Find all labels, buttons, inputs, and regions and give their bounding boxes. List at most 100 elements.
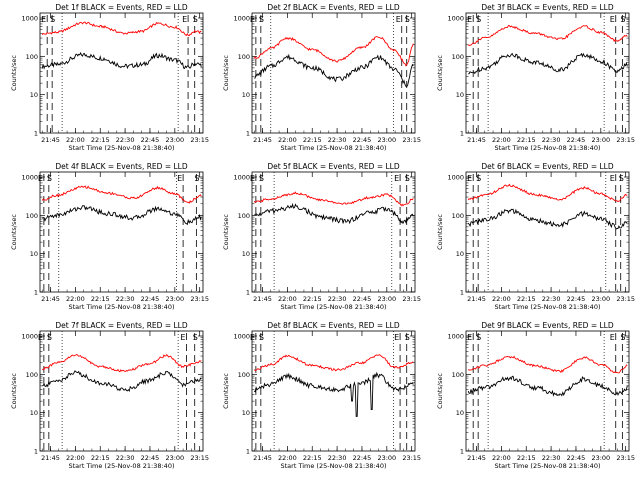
x-tick-label: 23:15 [190, 136, 209, 144]
panel-2: Det 2f BLACK = Events, RED = LLD 1 10 100 10… [222, 3, 421, 152]
y-tick-label: 100 [26, 212, 38, 220]
saa-label: S [259, 333, 264, 342]
x-axis-label: Start Time (25-Nov-08 21:38:40) [495, 144, 601, 152]
x-tick-label: 22:45 [353, 295, 372, 303]
x-tick-label: 22:45 [353, 136, 372, 144]
panel-title: Det 7f BLACK = Events, RED = LLD [55, 321, 188, 330]
y-axis-label: Counts/sec [222, 373, 230, 409]
x-tick-label: 22:00 [66, 136, 85, 144]
x-axis-label: Start Time (25-Nov-08 21:38:40) [281, 303, 387, 311]
y-tick-label: 1 [246, 130, 250, 138]
panel-title: Det 6f BLACK = Events, RED = LLD [481, 162, 614, 171]
y-axis-label: Counts/sec [222, 214, 230, 250]
y-axis-label: Counts/sec [436, 55, 444, 91]
plot-frame [251, 171, 416, 293]
x-tick-label: 21:45 [253, 454, 272, 462]
x-tick-label: 22:00 [278, 295, 297, 303]
y-tick-label: 10 [456, 91, 464, 99]
y-tick-label: 10 [242, 409, 250, 417]
x-tick-label: 22:45 [353, 454, 372, 462]
x-tick-label: 23:15 [402, 295, 421, 303]
lld-series-line [253, 191, 414, 207]
eclipse-label: E [180, 333, 185, 342]
x-tick-label: 21:45 [41, 295, 60, 303]
x-tick-label: 21:45 [467, 136, 486, 144]
y-tick-label: 1 [246, 448, 250, 456]
saa-label: S [620, 333, 625, 342]
y-tick-label: 10 [30, 91, 38, 99]
panel-8: Det 8f BLACK = Events, RED = LLD 1 10 100 10… [222, 321, 421, 470]
y-axis-label: Counts/sec [10, 373, 18, 409]
x-tick-label: 22:00 [492, 454, 511, 462]
lld-series-line [253, 35, 414, 67]
y-tick-label: 1000 [233, 15, 250, 23]
panel-title: Det 9f BLACK = Events, RED = LLD [481, 321, 614, 330]
eclipse-label: E [610, 15, 615, 24]
eclipse-label: E [394, 174, 399, 183]
x-tick-label: 22:00 [492, 295, 511, 303]
x-tick-label: 22:30 [116, 454, 135, 462]
x-tick-label: 23:15 [616, 454, 635, 462]
lld-series-line [41, 185, 202, 204]
y-tick-label: 1000 [233, 333, 250, 341]
plot-frame [39, 171, 204, 293]
saa-label: S [50, 15, 55, 24]
events-series-line [42, 205, 202, 226]
eclipse-label: E [41, 15, 46, 24]
y-tick-label: 100 [26, 371, 38, 379]
y-tick-label: 100 [238, 371, 250, 379]
panel-title: Det 4f BLACK = Events, RED = LLD [55, 162, 188, 171]
events-series-line [467, 208, 628, 230]
x-tick-label: 21:45 [41, 454, 60, 462]
y-tick-label: 1 [34, 289, 38, 297]
x-tick-label: 21:45 [467, 454, 486, 462]
panel-5: Det 5f BLACK = Events, RED = LLD 1 10 100 10… [222, 162, 421, 311]
lld-series-line [41, 21, 202, 36]
y-tick-label: 100 [238, 212, 250, 220]
eclipse-label: E [250, 15, 255, 24]
plot-frame [251, 12, 416, 134]
saa-label: S [476, 15, 481, 24]
saa-label: S [476, 174, 481, 183]
x-tick-label: 22:30 [328, 295, 347, 303]
x-tick-label: 23:00 [165, 136, 184, 144]
x-tick-label: 22:30 [542, 454, 561, 462]
events-series-line [254, 53, 414, 88]
x-tick-label: 22:15 [517, 454, 536, 462]
events-series-line [253, 202, 414, 225]
x-tick-label: 23:15 [190, 454, 209, 462]
saa-label: S [47, 174, 52, 183]
x-tick-label: 22:45 [567, 454, 586, 462]
y-tick-label: 100 [452, 53, 464, 61]
y-axis-label: Counts/sec [436, 373, 444, 409]
x-axis-label: Start Time (25-Nov-08 21:38:40) [281, 144, 387, 152]
panel-title: Det 1f BLACK = Events, RED = LLD [55, 3, 188, 12]
saa-label: S [619, 174, 624, 183]
x-tick-label: 22:00 [278, 454, 297, 462]
x-tick-label: 22:00 [66, 454, 85, 462]
x-tick-label: 23:00 [377, 295, 396, 303]
panel-6: Det 6f BLACK = Events, RED = LLD 1 10 100 10… [436, 162, 635, 311]
x-tick-label: 23:00 [377, 454, 396, 462]
y-tick-label: 1000 [21, 15, 38, 23]
panel-title: Det 2f BLACK = Events, RED = LLD [267, 3, 400, 12]
events-series-line [42, 370, 202, 393]
y-tick-label: 10 [242, 250, 250, 258]
plot-frame [39, 330, 204, 452]
x-tick-label: 22:45 [141, 454, 160, 462]
y-tick-label: 1 [246, 289, 250, 297]
y-axis-label: Counts/sec [436, 214, 444, 250]
saa-label: S [47, 333, 52, 342]
y-tick-label: 10 [30, 409, 38, 417]
x-tick-label: 22:15 [517, 136, 536, 144]
plot-frame [465, 171, 630, 293]
lld-series-line [467, 24, 628, 47]
panel-7: Det 7f BLACK = Events, RED = LLD 1 10 100 10… [10, 321, 209, 470]
panel-title: Det 3f BLACK = Events, RED = LLD [481, 3, 614, 12]
x-tick-label: 22:45 [567, 295, 586, 303]
saa-label: S [194, 174, 199, 183]
eclipse-label: E [38, 333, 43, 342]
x-tick-label: 23:00 [591, 454, 610, 462]
y-tick-label: 1000 [447, 15, 464, 23]
